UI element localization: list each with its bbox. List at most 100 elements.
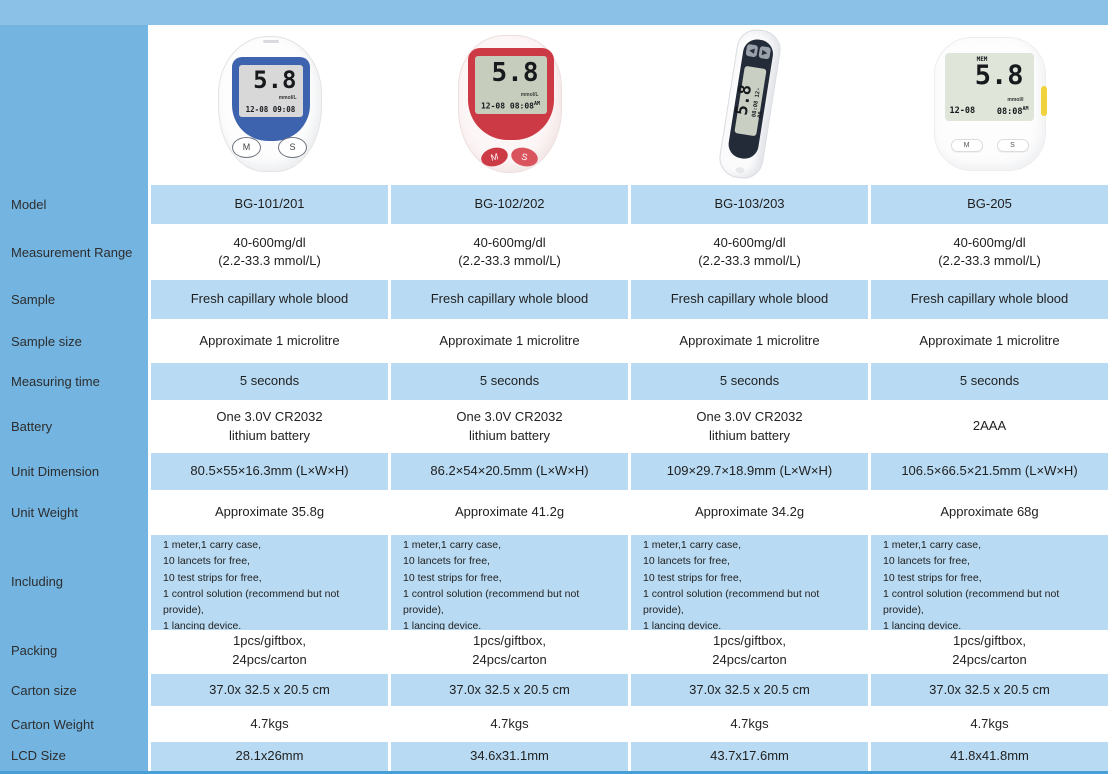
glucose-meter-bg103: ◀ ▶ 5.8 08:08 12-08 [716, 25, 783, 182]
spec-cell: 4.7kgs [391, 709, 628, 739]
spec-cell: 1 meter,1 carry case, 10 lancets for fre… [871, 535, 1108, 637]
product-image-bg205: MEM 5.8 mmol/l 12-08 08:08AM M S [871, 25, 1108, 182]
left-arrow-button: ◀ [745, 43, 758, 57]
spec-cell: Approximate 41.2g [391, 493, 628, 532]
memory-button: M [479, 144, 510, 169]
spec-cell: BG-103/203 [631, 185, 868, 224]
set-button: S [509, 144, 540, 169]
lcd-datetime: 12-08 08:08AM [475, 101, 547, 111]
spec-cell: Fresh capillary whole blood [151, 280, 388, 319]
lcd-time: 09:08 [272, 104, 296, 114]
meter-lcd: MEM 5.8 mmol/l 12-08 08:08AM [944, 52, 1034, 121]
row-label-sample-size: Sample size [11, 333, 82, 349]
spec-cell: 4.7kgs [151, 709, 388, 739]
lcd-reading: 5.8 [730, 82, 756, 117]
spec-cell: 2AAA [871, 403, 1108, 450]
lcd-datetime: 12-08 09:08 [239, 105, 303, 114]
lcd-ampm: AM [1022, 105, 1029, 112]
spec-cell: 37.0x 32.5 x 20.5 cm [871, 674, 1108, 706]
row-label-model: Model [11, 197, 47, 212]
spec-cell: 1pcs/giftbox, 24pcs/carton [871, 630, 1108, 671]
row-lcd-size: 28.1x26mm 34.6x31.1mm 43.7x17.6mm 41.8x4… [151, 742, 1108, 771]
spec-cell: 37.0x 32.5 x 20.5 cm [151, 674, 388, 706]
row-label-unit-weight: Unit Weight [11, 505, 78, 520]
glucose-meter-bg102: 5.8 mmol/L 12-08 08:08AM M [457, 34, 562, 173]
lcd-date: 12-08 [949, 105, 976, 116]
spec-cell: 37.0x 32.5 x 20.5 cm [631, 674, 868, 706]
row-label-measuring-time: Measuring time [11, 374, 100, 389]
row-label-carton-weight: Carton Weight [11, 716, 94, 732]
product-image-row: 5.8 mmol/L 12-08 09:08 M [151, 25, 1108, 182]
row-label-measurement-range: Measurement Range [11, 244, 133, 260]
lcd-time: 08:08 [996, 106, 1023, 117]
product-image-bg102: 5.8 mmol/L 12-08 08:08AM M [391, 25, 628, 182]
spec-cell: Fresh capillary whole blood [871, 280, 1108, 319]
spec-cell: 40-600mg/dl (2.2-33.3 mmol/L) [151, 227, 388, 277]
lcd-reading: 5.8 [974, 59, 1024, 91]
row-label-column: Model Measurement Range Sample Sample si… [0, 25, 148, 771]
row-label-carton-size: Carton size [11, 682, 77, 698]
spec-cell: One 3.0V CR2032 lithium battery [151, 403, 388, 450]
row-including: 1 meter,1 carry case, 10 lancets for fre… [151, 535, 1108, 637]
bottom-border-line [0, 771, 1108, 774]
spec-cell: 40-600mg/dl (2.2-33.3 mmol/L) [391, 227, 628, 277]
spec-cell: 86.2×54×20.5mm (L×W×H) [391, 453, 628, 490]
spec-cell: 40-600mg/dl (2.2-33.3 mmol/L) [631, 227, 868, 277]
lcd-reading: 5.8 [253, 65, 297, 94]
row-label-including: Including [11, 573, 64, 589]
meter-front-panel: ◀ ▶ 5.8 08:08 12-08 [726, 36, 775, 161]
row-sample-size: Approximate 1 microlitre Approximate 1 m… [151, 322, 1108, 360]
spec-cell: 5 seconds [151, 363, 388, 400]
row-packing: 1pcs/giftbox, 24pcs/carton 1pcs/giftbox,… [151, 630, 1108, 671]
spec-cell: 5 seconds [871, 363, 1108, 400]
spec-cell: 5 seconds [391, 363, 628, 400]
spec-cell: 5 seconds [631, 363, 868, 400]
spec-cell: 4.7kgs [631, 709, 868, 739]
spec-cell: Fresh capillary whole blood [631, 280, 868, 319]
spec-cell: 80.5×55×16.3mm (L×W×H) [151, 453, 388, 490]
glucose-meter-bg101: 5.8 mmol/L 12-08 09:08 M [217, 35, 322, 172]
spec-cell: Fresh capillary whole blood [391, 280, 628, 319]
row-unit-weight: Approximate 35.8g Approximate 41.2g Appr… [151, 493, 1108, 532]
row-label-lcd-size: LCD Size [11, 747, 66, 763]
lcd-date: 12-08 [480, 101, 506, 111]
spec-cell: Approximate 68g [871, 493, 1108, 532]
spec-cell: 1 meter,1 carry case, 10 lancets for fre… [151, 535, 388, 637]
label-column-spacer [0, 25, 148, 185]
yellow-side-button [1040, 85, 1047, 116]
memory-button: M [232, 136, 261, 158]
glucose-meter-bg205: MEM 5.8 mmol/l 12-08 08:08AM M S [933, 36, 1047, 171]
spec-cell: 1pcs/giftbox, 24pcs/carton [631, 630, 868, 671]
spec-cell: 41.8x41.8mm [871, 742, 1108, 771]
spec-cell: 106.5×66.5×21.5mm (L×W×H) [871, 453, 1108, 490]
lcd-date: 12-08 [245, 104, 269, 114]
spec-cell: 43.7x17.6mm [631, 742, 868, 771]
spec-cell: 109×29.7×18.9mm (L×W×H) [631, 453, 868, 490]
top-banner-strip [0, 0, 1108, 25]
spec-cell: 4.7kgs [871, 709, 1108, 739]
spec-cell: 28.1x26mm [151, 742, 388, 771]
spec-cell: Approximate 1 microlitre [151, 322, 388, 360]
lcd-unit: mmol/L [520, 91, 539, 98]
lcd-datetime: 12-08 08:08AM [950, 106, 1029, 117]
row-measurement-range: 40-600mg/dl (2.2-33.3 mmol/L) 40-600mg/d… [151, 227, 1108, 277]
meter-lcd: 5.8 mmol/L 12-08 08:08AM [474, 55, 547, 114]
spec-cell: Approximate 1 microlitre [631, 322, 868, 360]
lcd-time: 08:08 [509, 101, 534, 111]
row-label-sample: Sample [11, 292, 56, 307]
lcd-unit: mmol/L [278, 94, 297, 101]
spec-cell: One 3.0V CR2032 lithium battery [391, 403, 628, 450]
lcd-ampm: AM [533, 100, 541, 107]
row-measuring-time: 5 seconds 5 seconds 5 seconds 5 seconds [151, 363, 1108, 400]
spec-cell: 1 meter,1 carry case, 10 lancets for fre… [631, 535, 868, 637]
row-battery: One 3.0V CR2032 lithium battery One 3.0V… [151, 403, 1108, 450]
spec-cell: 34.6x31.1mm [391, 742, 628, 771]
meter-port-notch [262, 39, 279, 43]
row-unit-dimension: 80.5×55×16.3mm (L×W×H) 86.2×54×20.5mm (L… [151, 453, 1108, 490]
lcd-reading: 5.8 [491, 57, 539, 88]
spec-cell: Approximate 35.8g [151, 493, 388, 532]
lcd-mem-label: MEM [976, 55, 988, 63]
row-sample: Fresh capillary whole blood Fresh capill… [151, 280, 1108, 319]
spec-cell: 40-600mg/dl (2.2-33.3 mmol/L) [871, 227, 1108, 277]
